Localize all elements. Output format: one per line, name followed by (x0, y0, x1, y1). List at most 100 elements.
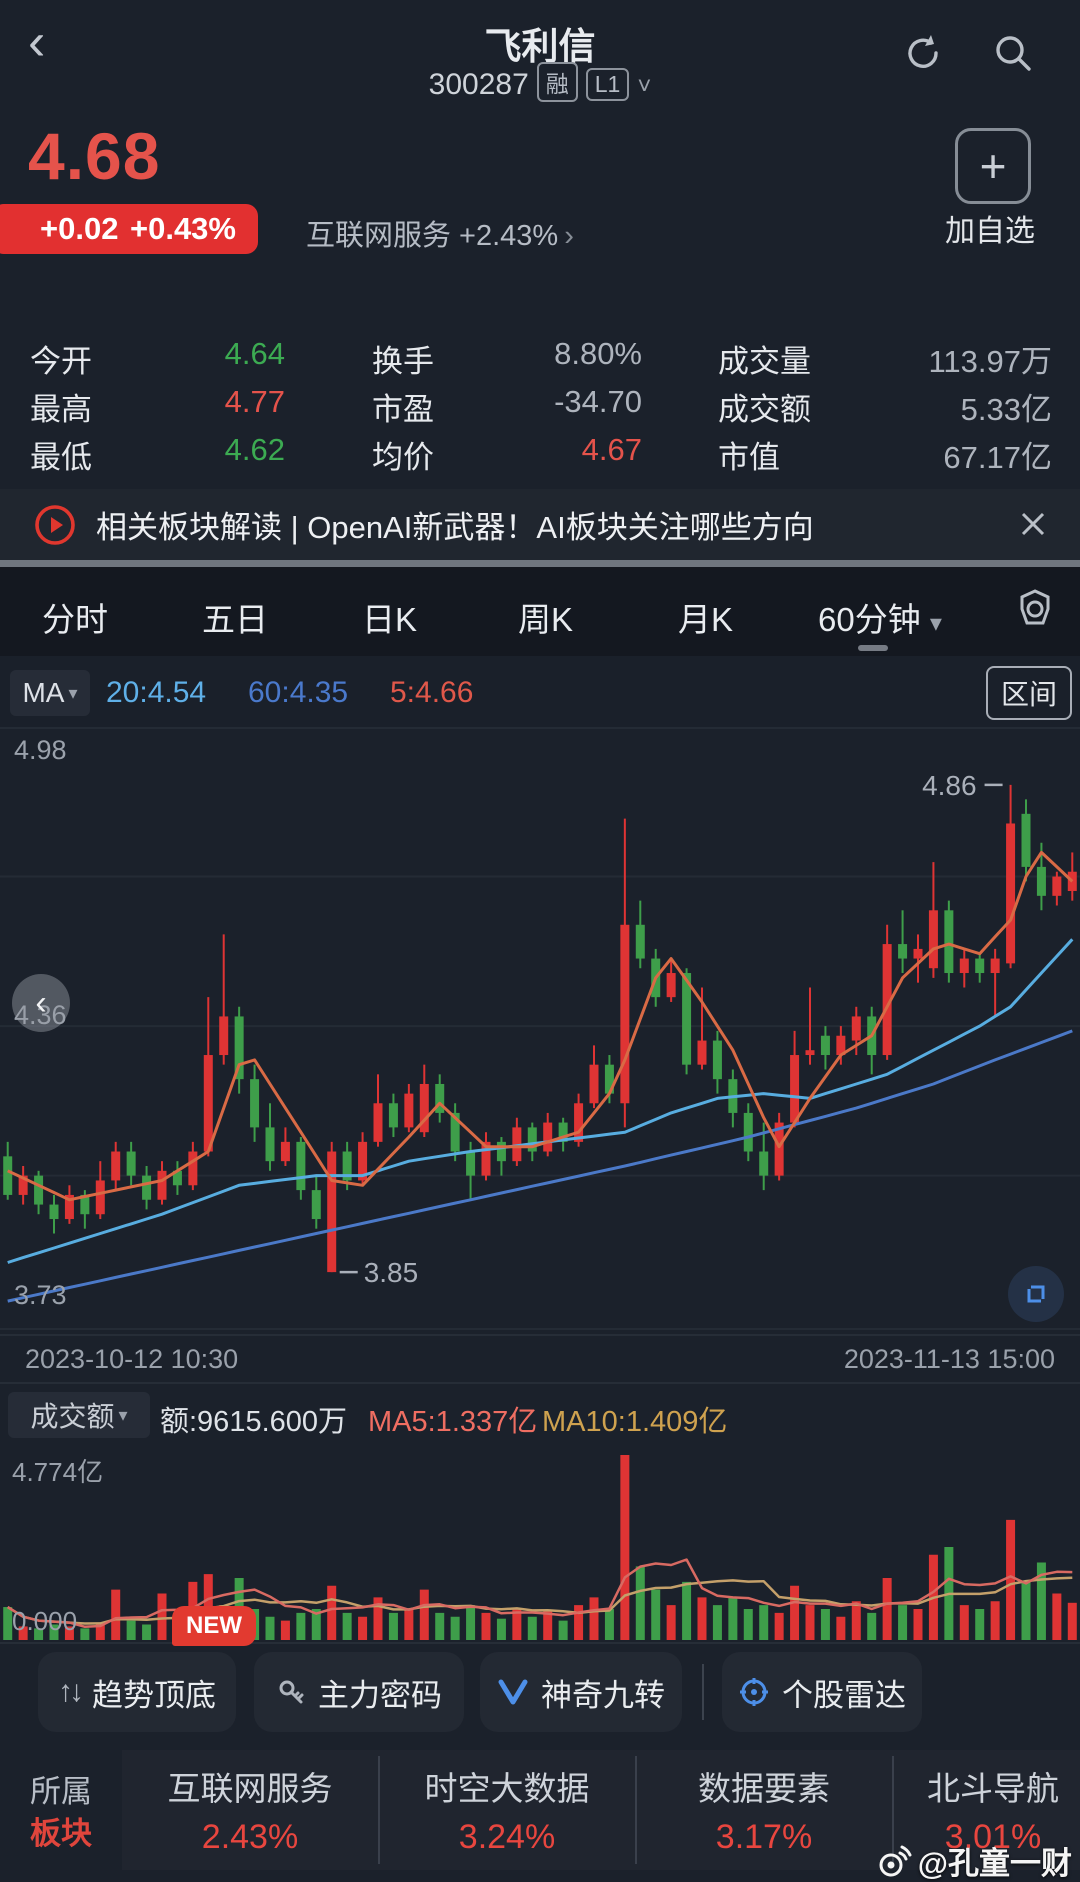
main-force-button[interactable]: 主力密码 (254, 1652, 464, 1732)
stat-label: 市值 (718, 440, 780, 475)
tab-60min-active[interactable]: 60分钟 ▾ (818, 593, 942, 641)
stat-value: 4.62 (224, 432, 285, 467)
volume-selector-chip[interactable]: 成交额 ▾ (8, 1392, 150, 1438)
date-axis: 2023-10-12 10:30 2023-11-13 15:00 (0, 1334, 1080, 1384)
chevron-down-icon: ˅ (637, 73, 652, 100)
weibo-icon (879, 1845, 912, 1876)
stat-label: 换手 (372, 344, 434, 379)
volume-chart[interactable] (0, 1452, 1080, 1644)
margin-badge: 融 (536, 62, 578, 102)
sector-card-pct: 3.01% (944, 1818, 1042, 1856)
search-icon[interactable] (990, 30, 1036, 76)
tab-60min-label: 60分钟 (818, 601, 921, 638)
ma-info-bar: MA ▾ 20:4.54 60:4.35 5:4.66 区间 (0, 656, 1080, 727)
belonging-label: 所属 (30, 1774, 92, 1809)
axis-start-date: 2023-10-12 10:30 (25, 1344, 239, 1374)
sector-card-name: 数据要素 (698, 1770, 830, 1807)
volume-ma10: MA10:1.409亿 (542, 1406, 728, 1438)
stat-label: 均价 (372, 440, 434, 475)
price-axis-min: 3.73 (14, 1280, 67, 1310)
chevron-right-icon: › (564, 220, 574, 252)
sector-card[interactable]: 北斗导航 3.01% (893, 1750, 1080, 1870)
expand-icon (1027, 1285, 1045, 1303)
stat-value: 113.97万 (928, 344, 1052, 379)
sector-card[interactable]: 互联网服务 2.43% (122, 1750, 378, 1870)
ma-caret-icon: ▾ (68, 682, 78, 703)
watermark-text: @孔童一财 (917, 1846, 1072, 1881)
fullscreen-button[interactable] (1008, 1266, 1064, 1322)
sector-card-name: 北斗导航 (927, 1770, 1059, 1807)
toolbtn-label: 主力密码 (318, 1677, 442, 1713)
play-icon (35, 505, 75, 545)
toolbtn-label: 神奇九转 (541, 1677, 665, 1713)
scroll-left-button[interactable]: ‹ (12, 974, 70, 1032)
card-divider (635, 1756, 637, 1864)
sector-card[interactable]: 时空大数据 3.24% (379, 1750, 635, 1870)
radar-target-icon (740, 1678, 768, 1706)
watermark: @孔童一财 (876, 1838, 1072, 1882)
add-watchlist-button[interactable]: + (955, 128, 1031, 204)
sector-label: 板块 (30, 1816, 92, 1851)
stats-row: 最高 4.77 市盈 -34.70 成交额 5.33亿 (0, 384, 1080, 427)
stat-label: 最低 (30, 440, 92, 475)
trend-topbottom-button[interactable]: ↑↓ 趋势顶底 (38, 1652, 236, 1732)
tab-daily[interactable]: 日K (362, 601, 418, 638)
toolbtn-label: 趋势顶底 (92, 1677, 216, 1713)
sector-card-pct: 2.43% (201, 1818, 299, 1856)
axis-end-date: 2023-11-13 15:00 (843, 1344, 1055, 1374)
stats-row: 最低 4.62 均价 4.67 市值 67.17亿 (0, 432, 1080, 475)
refresh-icon[interactable] (900, 30, 946, 76)
svg-text:4.86: 4.86 (922, 770, 977, 801)
close-icon[interactable] (1018, 509, 1048, 539)
stat-label: 市盈 (372, 392, 434, 427)
sector-link-label: 互联网服务 +2.43% (306, 220, 559, 252)
news-text: 相关板块解读 | OpenAI新武器！AI板块关注哪些方向 (96, 510, 814, 545)
stock-code: 300287 (428, 68, 529, 101)
stat-value: 67.17亿 (943, 440, 1052, 475)
tab-5day[interactable]: 五日 (202, 601, 268, 638)
stats-row: 今开 4.64 换手 8.80% 成交量 113.97万 (0, 336, 1080, 379)
tab-weekly[interactable]: 周K (518, 601, 574, 638)
sector-card-name: 时空大数据 (424, 1770, 590, 1807)
page-title: 飞利信 (484, 26, 596, 67)
drag-divider[interactable] (0, 560, 1080, 567)
stat-label: 成交额 (718, 392, 811, 427)
card-divider (892, 1756, 894, 1864)
dropdown-caret-icon: ▾ (929, 610, 942, 637)
stat-value: 4.67 (581, 432, 642, 467)
back-icon[interactable]: ‹ (28, 13, 46, 71)
chevron-left-icon: ‹ (35, 983, 47, 1022)
sector-card[interactable]: 数据要素 3.17% (636, 1750, 892, 1870)
price-axis-mid: 4.36 (14, 1000, 67, 1030)
card-divider (378, 1756, 380, 1864)
svg-text:3.85: 3.85 (364, 1257, 419, 1288)
stat-value: 4.64 (224, 336, 285, 371)
updown-arrows-icon: ↑↓ (58, 1675, 84, 1708)
volume-caret-icon: ▾ (118, 1404, 128, 1425)
new-badge: NEW (172, 1606, 256, 1646)
tab-monthly[interactable]: 月K (678, 601, 734, 638)
sector-link[interactable]: 互联网服务 +2.43% › (306, 212, 574, 254)
tab-minute[interactable]: 分时 (42, 601, 108, 638)
stat-value: -34.70 (554, 384, 642, 419)
volume-info-bar: 成交额 ▾ 额:9615.600万 MA5:1.337亿 MA10:1.409亿 (0, 1382, 1080, 1450)
stock-subtitle[interactable]: 300287 融 L1 ˅ (0, 62, 1080, 102)
toolbtn-label: 个股雷达 (782, 1677, 906, 1713)
active-tab-indicator (858, 645, 888, 651)
volume-chip-label: 成交额 (30, 1401, 115, 1432)
magic-nine-button[interactable]: 神奇九转 (480, 1652, 682, 1732)
stock-radar-button[interactable]: 个股雷达 (722, 1652, 922, 1732)
volume-amount: 额:9615.600万 (160, 1406, 348, 1438)
sector-cards-zone (122, 1750, 1080, 1870)
volume-axis-max: 4.774亿 (12, 1457, 104, 1487)
range-button[interactable]: 区间 (986, 666, 1072, 720)
chart-settings-icon[interactable] (1012, 587, 1058, 633)
ma-selector-chip[interactable]: MA ▾ (10, 670, 90, 716)
news-banner[interactable]: 相关板块解读 | OpenAI新武器！AI板块关注哪些方向 (0, 489, 1080, 560)
stat-label: 最高 (30, 392, 92, 427)
kline-chart[interactable]: 3.85 4.86 (0, 727, 1080, 1330)
sector-card-pct: 3.24% (458, 1818, 556, 1856)
price-axis-max: 4.98 (14, 735, 67, 765)
add-watchlist-label: 加自选 (945, 215, 1035, 248)
